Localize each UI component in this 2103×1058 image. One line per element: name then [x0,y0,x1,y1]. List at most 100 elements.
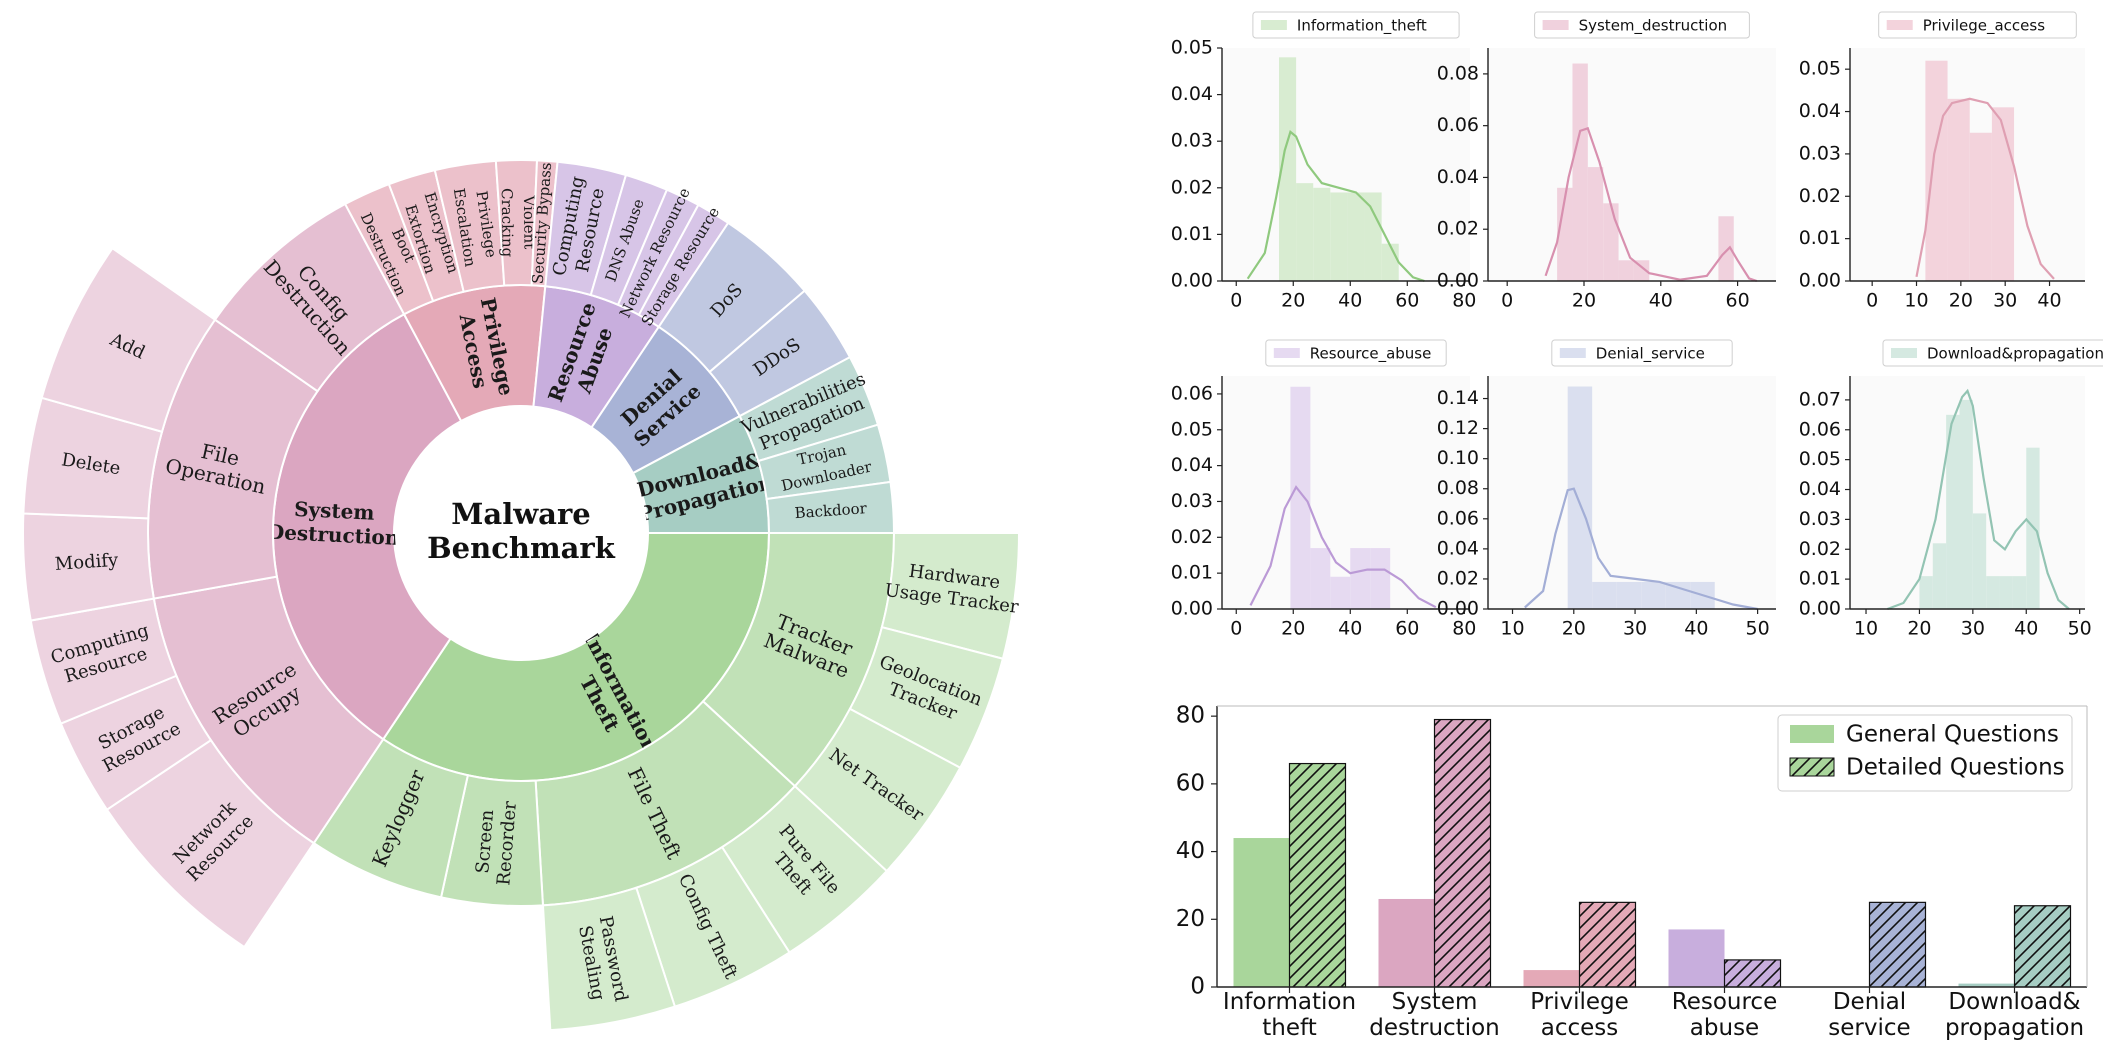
y-tick-label: 0.04 [1799,100,1841,122]
hist-bin [1999,576,2013,609]
legend-frame [1252,11,1460,39]
y-tick-label: 0.04 [1171,454,1213,476]
x-tick-label: 0 [1230,618,1242,640]
histogram-grid: 0.00 0.01 0.02 0.03 0.04 0.05 0 20 40 60 80 Informa… [1171,11,2103,640]
bar-hatch [1868,901,1927,988]
y-tick-label: 0.03 [1171,490,1213,512]
ring1-label-system-destruction: SystemDestruction [266,495,401,549]
ring3-label-modify: Modify [54,550,119,575]
legend-label: Privilege_access [1923,17,2046,36]
kde-curve [1524,487,1758,611]
bar-category-label: Privilege access [1530,989,1629,1041]
bar-general-questions-information-theft [1233,838,1290,987]
x-tick-label: 0 [1230,290,1242,312]
y-tick-label: 0.03 [1171,130,1213,152]
bar-category-label: Download& propagation [1945,989,2084,1041]
y-tick-label: 0.05 [1171,418,1213,440]
legend-frame [1551,339,1733,367]
legend-label: System_destruction [1579,17,1728,36]
bar-general-questions-system-destruction [1378,898,1435,987]
hist-bin [1603,203,1619,281]
y-tick-label: 0.00 [1171,270,1213,292]
center-title: Malware Benchmark [427,497,616,565]
bar-category-label: System destruction [1369,989,1500,1041]
x-tick-label: 30 [1993,290,2017,312]
y-tick-label: 0.01 [1799,568,1841,590]
legend-frame [1265,339,1447,367]
x-tick-label: 0 [1866,290,1878,312]
hist-bin [1290,386,1311,609]
y-tick-label: 0.02 [1171,526,1213,548]
panel-background [1222,376,1470,609]
y-tick-label: 0.02 [1171,176,1213,198]
legend-swatch [1260,20,1287,30]
ring3-password-stealing [541,886,677,1032]
y-tick-label: 0.02 [1437,218,1479,240]
y-tick-label: 0.00 [1799,270,1841,292]
bar-legend-label: General Questions [1846,722,2059,748]
ring2-download-propagation-backdoor [765,480,896,534]
legend-label: Download&propagation [1927,345,2103,363]
y-tick-label: 0.02 [1437,567,1479,589]
hist-bin [1381,243,1399,281]
x-tick-label: 60 [1726,290,1750,312]
ring2-label-screen-recorder: ScreenRecorder [471,798,521,886]
ring2-label-encryption-extortion: EncryptionExtortion [400,190,463,282]
legend-swatch [1891,348,1917,358]
hist-legend: Resource_abuse [1265,339,1447,367]
x-tick-label: 40 [2014,618,2038,640]
hist-bin [1347,192,1365,281]
legend-label: Information_theft [1297,17,1427,36]
bar-hatch [2013,905,2072,988]
legend-swatch [1273,348,1300,358]
bar-hatch [1578,901,1637,988]
hist-panel-privilege-access: 0.00 0.01 0.02 0.03 0.04 0.05 0 10 20 30 40 Privile… [1799,11,2085,312]
sunburst-chart: InformationTheftTrackerMalwareHardwareUs… [22,159,1020,1032]
y-tick-label: 0.12 [1437,417,1479,439]
bar-y-tick-label: 20 [1176,906,1205,932]
x-tick-label: 40 [1684,618,1708,640]
legend-label: Denial_service [1596,345,1705,364]
y-tick-label: 0.05 [1799,448,1841,470]
bar-category-label: Resource abuse [1672,989,1777,1041]
bar-general-questions-resource-abuse [1668,929,1725,987]
bar-y-tick-label: 40 [1176,838,1205,864]
hist-bin [1932,543,1947,609]
x-tick-label: 40 [1338,618,1362,640]
hist-bin [1641,581,1666,609]
hist-panel-resource-abuse: 0.00 0.01 0.02 0.03 0.04 0.05 0.06 0 20 40 60 80 Res… [1171,339,1476,640]
ring3-add [40,246,217,433]
y-tick-label: 0.00 [1171,598,1213,620]
ring3-label-computing-resource: ComputingResource [48,620,157,690]
x-tick-label: 50 [1746,618,1770,640]
hist-bin [1587,167,1604,281]
x-tick-label: 60 [1395,618,1419,640]
y-tick-label: 0.08 [1437,62,1479,84]
hist-bin [1296,183,1314,281]
hist-bin [1718,216,1734,281]
legend-frame [1878,11,2077,39]
y-tick-label: 0.02 [1799,185,1841,207]
x-tick-label: 80 [1452,290,1476,312]
hist-bin [1986,576,2000,609]
hist-bin [1330,192,1348,281]
hist-legend: Download&propagation [1882,339,2103,367]
x-tick-label: 20 [1572,290,1596,312]
hist-bin [1279,57,1297,281]
x-tick-label: 20 [1281,290,1305,312]
x-tick-label: 10 [1854,618,1878,640]
y-tick-label: 0.05 [1799,58,1841,80]
kde-curve [1915,97,2055,280]
y-tick-label: 0.03 [1799,142,1841,164]
hist-panel-denial-service: 0.00 0.02 0.04 0.06 0.08 0.10 0.12 0.14 10 20 30 40… [1437,339,1776,640]
hist-bin [1313,187,1331,281]
bar-general-questions-download-propagation [1958,983,2015,987]
x-tick-label: 10 [1500,618,1524,640]
bar-legend-hatch [1789,757,1835,777]
x-tick-label: 20 [1907,618,1931,640]
legend-frame [1882,339,2103,367]
hist-bin [1567,386,1593,609]
x-tick-label: 10 [1904,290,1928,312]
y-tick-label: 0.06 [1171,382,1213,404]
